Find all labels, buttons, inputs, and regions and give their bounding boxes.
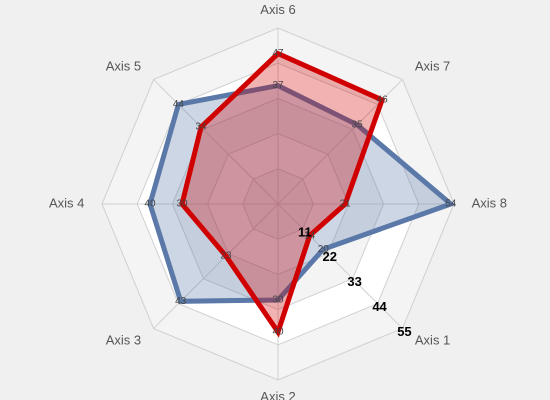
value-label: 14 (304, 230, 316, 241)
value-label: 20 (318, 244, 330, 255)
tick-label: 11 (298, 224, 312, 239)
axis-spoke (153, 79, 279, 205)
tick-label: 33 (347, 274, 361, 289)
value-label: 46 (377, 95, 389, 106)
axis-label: Axis 8 (472, 195, 507, 210)
axis-label: Axis 4 (49, 195, 84, 210)
value-label: 30 (176, 199, 188, 210)
series-area (147, 82, 456, 304)
value-label: 43 (175, 296, 187, 307)
value-label: 34 (196, 122, 208, 133)
value-label: 44 (173, 99, 185, 110)
value-label: 30 (272, 295, 284, 306)
axis-label: Axis 5 (106, 59, 141, 74)
axis-label: Axis 2 (260, 389, 295, 400)
axis-spoke (277, 203, 403, 329)
tick-label: 55 (397, 324, 411, 339)
axis-label: Axis 6 (260, 2, 295, 17)
value-label: 23 (220, 251, 232, 262)
tick-label: 22 (323, 249, 337, 264)
tick-label: 44 (372, 299, 387, 314)
axis-label: Axis 1 (415, 332, 450, 347)
value-label: 35 (352, 119, 364, 130)
value-label: 37 (272, 80, 284, 91)
value-label: 40 (272, 327, 284, 338)
value-label: 21 (340, 199, 352, 210)
series-area (179, 50, 386, 338)
axis-label: Axis 7 (415, 59, 450, 74)
value-label: 54 (445, 199, 457, 210)
value-label: 47 (272, 48, 284, 59)
axis-label: Axis 3 (106, 332, 141, 347)
axis-spoke (153, 203, 279, 329)
value-label: 40 (144, 199, 156, 210)
